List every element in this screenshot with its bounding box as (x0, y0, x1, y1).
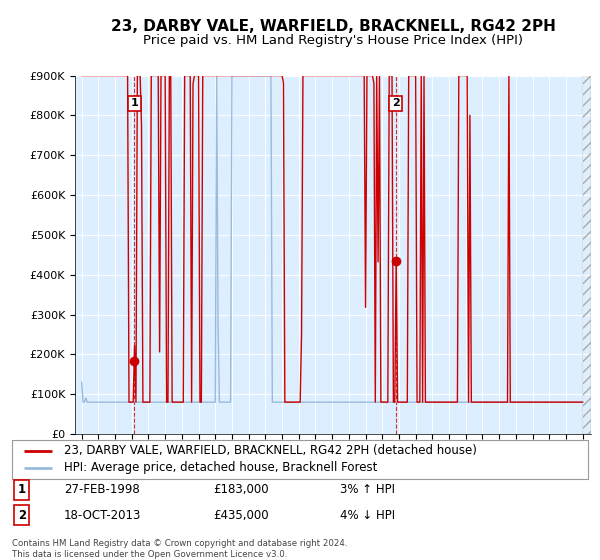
Text: HPI: Average price, detached house, Bracknell Forest: HPI: Average price, detached house, Brac… (64, 461, 377, 474)
FancyBboxPatch shape (12, 440, 588, 479)
Text: 27-FEB-1998: 27-FEB-1998 (64, 483, 140, 496)
Text: 23, DARBY VALE, WARFIELD, BRACKNELL, RG42 2PH (detached house): 23, DARBY VALE, WARFIELD, BRACKNELL, RG4… (64, 444, 477, 457)
Text: 1: 1 (18, 483, 26, 496)
Text: 2: 2 (18, 508, 26, 521)
Text: 3% ↑ HPI: 3% ↑ HPI (340, 483, 395, 496)
Text: 18-OCT-2013: 18-OCT-2013 (64, 508, 141, 521)
Text: 1: 1 (130, 99, 138, 109)
Text: £435,000: £435,000 (214, 508, 269, 521)
Text: 23, DARBY VALE, WARFIELD, BRACKNELL, RG42 2PH: 23, DARBY VALE, WARFIELD, BRACKNELL, RG4… (110, 20, 556, 34)
Text: £183,000: £183,000 (214, 483, 269, 496)
Text: Contains HM Land Registry data © Crown copyright and database right 2024.
This d: Contains HM Land Registry data © Crown c… (12, 539, 347, 559)
Text: Price paid vs. HM Land Registry's House Price Index (HPI): Price paid vs. HM Land Registry's House … (143, 34, 523, 47)
Text: 4% ↓ HPI: 4% ↓ HPI (340, 508, 395, 521)
Text: 2: 2 (392, 99, 400, 109)
